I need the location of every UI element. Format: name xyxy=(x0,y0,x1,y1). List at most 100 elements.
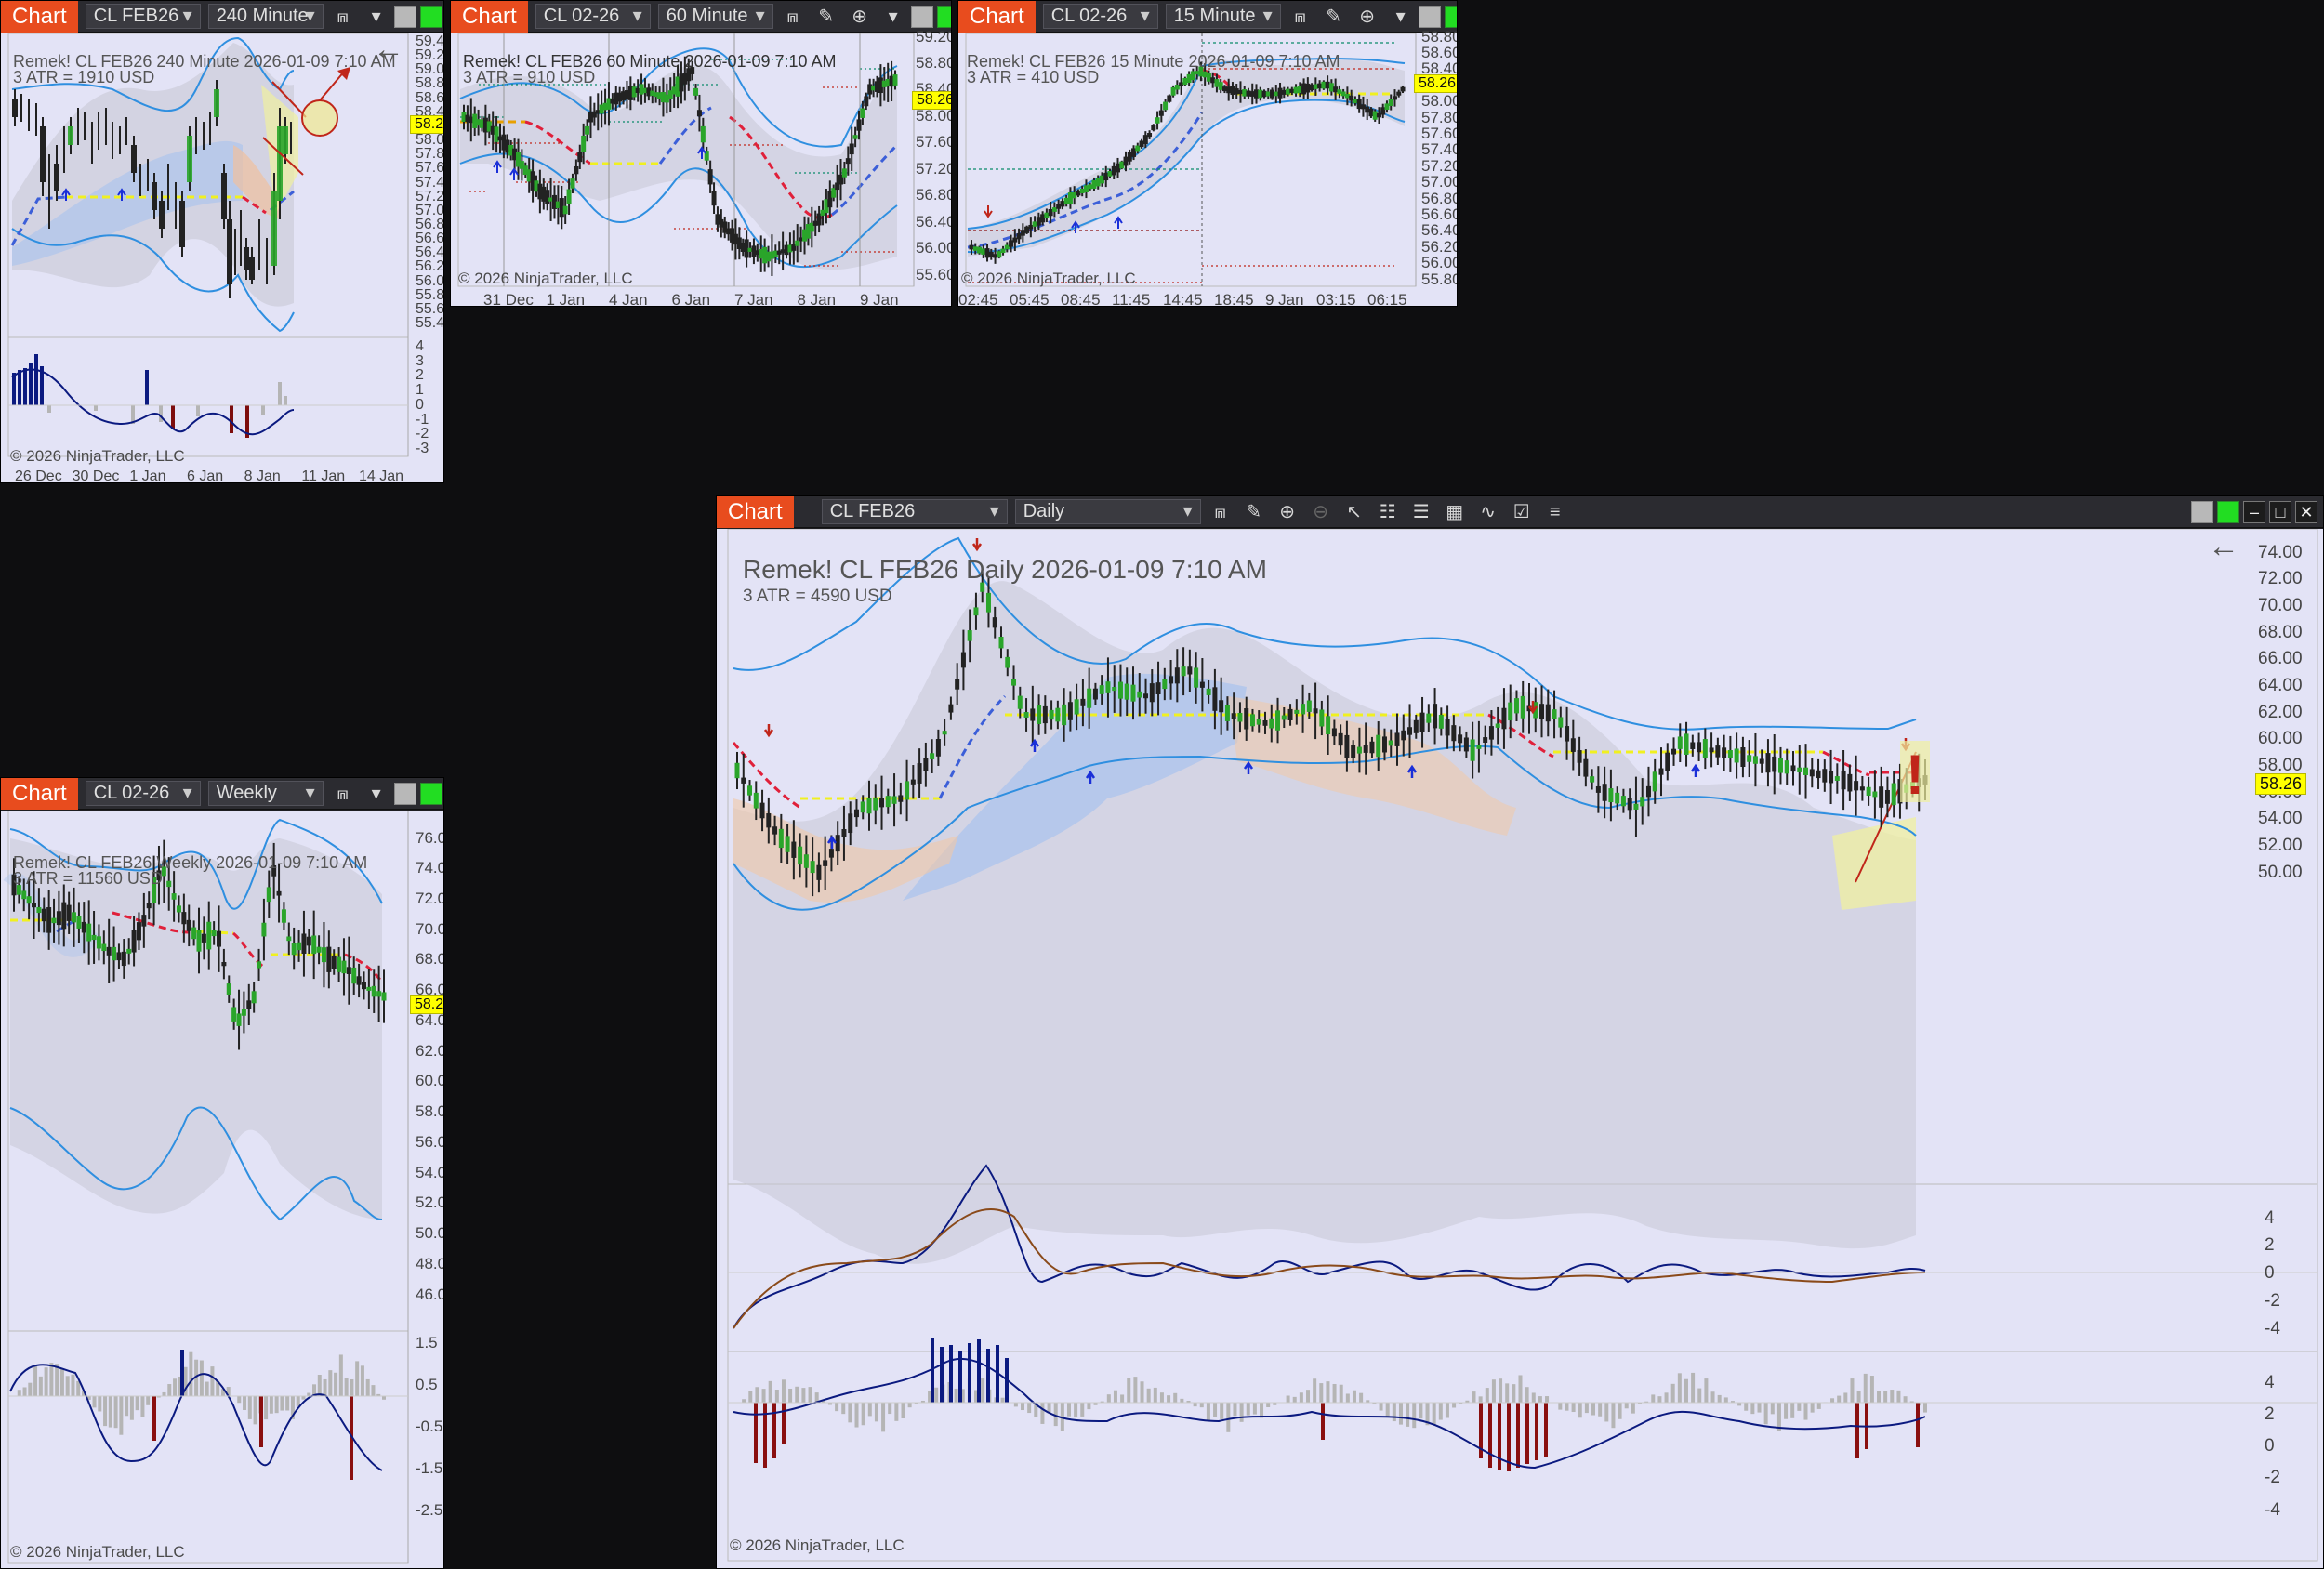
instrument-selector[interactable]: CL 02-26 xyxy=(1042,4,1158,29)
histogram-bar xyxy=(1385,1403,1390,1417)
candle-body xyxy=(1488,726,1494,740)
strategies-icon[interactable]: ▦ xyxy=(1446,501,1464,522)
candle-body xyxy=(326,946,332,972)
chart-menu-button[interactable]: Chart xyxy=(1,1,78,33)
axis-tick-label: 70.00 xyxy=(416,919,443,938)
histogram-bar xyxy=(253,1396,257,1425)
bars-type-icon[interactable]: ⩎ xyxy=(337,783,349,804)
list-icon[interactable]: ≡ xyxy=(1549,501,1561,522)
chart-menu-button[interactable]: Chart xyxy=(451,1,528,33)
minimize-button[interactable]: – xyxy=(2243,500,2265,523)
period-selector[interactable]: 60 Minute xyxy=(657,4,773,29)
pointer-icon[interactable]: ↖ xyxy=(1346,501,1363,522)
chevron-down-icon[interactable]: ▾ xyxy=(1395,6,1406,27)
chart-area[interactable]: Remek! CL FEB26 240 Minute 2026-01-09 7:… xyxy=(1,33,443,482)
candle-body xyxy=(1372,111,1378,120)
period-selector[interactable]: Daily xyxy=(1014,499,1201,524)
axis-date-label: 26 Dec xyxy=(15,468,62,483)
axis-tick-label: 56.80 xyxy=(916,186,952,204)
link-button[interactable] xyxy=(2191,500,2213,523)
candle-body xyxy=(1149,683,1155,703)
candle-body xyxy=(1401,730,1406,741)
indicators-icon[interactable]: ∿ xyxy=(1480,501,1497,522)
link-button[interactable] xyxy=(393,5,416,28)
link-button[interactable] xyxy=(393,782,416,805)
bars-type-icon[interactable]: ⩎ xyxy=(337,6,349,27)
period-selector[interactable]: 240 Minute xyxy=(207,4,324,29)
data-box-icon[interactable]: ☷ xyxy=(1379,501,1396,522)
back-arrow-icon[interactable]: ← xyxy=(2208,529,2239,564)
axis-tick-label: 58.00 xyxy=(2258,755,2303,775)
candle-body xyxy=(1042,705,1048,724)
candle-body xyxy=(519,161,524,169)
candle-body xyxy=(1095,178,1101,187)
instrument-selector[interactable]: CL 02-26 xyxy=(535,4,651,29)
candle-body xyxy=(856,119,862,131)
back-arrow-icon[interactable]: ← xyxy=(373,32,404,67)
close-button[interactable]: ✕ xyxy=(2295,500,2317,523)
chart-canvas: ! xyxy=(727,529,2318,1562)
link-button[interactable] xyxy=(910,5,933,28)
axis-tick-label: 57.40 xyxy=(1421,140,1458,159)
tab-color-button[interactable] xyxy=(936,5,951,28)
chevron-down-icon[interactable]: ▾ xyxy=(888,6,898,27)
tab-color-button[interactable] xyxy=(2217,500,2239,523)
chart-area[interactable]: Remek! CL FEB26 15 Minute 2026-01-09 7:1… xyxy=(958,28,1458,306)
chart-area[interactable]: ! Remek! CL FEB26 Daily 2026-01-09 7:10 … xyxy=(717,529,2323,1568)
histogram-bar xyxy=(782,1403,786,1444)
instrument-selector[interactable]: CL 02-26 xyxy=(85,781,201,806)
candle-body xyxy=(1182,77,1188,86)
candle-body xyxy=(973,607,979,616)
candle-body xyxy=(621,91,627,101)
atr-label: 3 ATR = 4590 USD xyxy=(743,587,892,606)
candle-body xyxy=(1727,750,1733,758)
instrument-selector[interactable]: CL FEB26 xyxy=(85,4,201,29)
candle-body xyxy=(1294,709,1300,714)
candle-body xyxy=(221,962,227,967)
candle-body xyxy=(1004,244,1010,250)
chart-menu-button[interactable]: Chart xyxy=(1,778,78,810)
zoom-in-icon[interactable]: ⊕ xyxy=(1279,501,1296,522)
candle-body xyxy=(1221,86,1227,92)
maximize-button[interactable]: □ xyxy=(2269,500,2291,523)
candle-body xyxy=(948,704,954,713)
candle-body xyxy=(472,113,478,128)
candle-body xyxy=(1135,145,1141,152)
pencil-icon[interactable]: ✎ xyxy=(1246,501,1262,522)
zoom-icon[interactable]: ⊕ xyxy=(1359,6,1376,27)
histogram-bar xyxy=(17,1390,21,1396)
chart-menu-button[interactable]: Chart xyxy=(717,496,794,528)
zoom-out-icon[interactable]: ⊖ xyxy=(1313,501,1329,522)
properties-icon[interactable]: ☑ xyxy=(1512,501,1530,522)
candle-body xyxy=(642,87,648,94)
tab-color-button[interactable] xyxy=(1444,5,1457,28)
histogram-bar xyxy=(1260,1403,1264,1418)
histogram-bar xyxy=(1193,1403,1197,1407)
pencil-icon[interactable]: ✎ xyxy=(1326,6,1342,27)
candle-body xyxy=(734,762,740,779)
tab-color-button[interactable] xyxy=(419,782,442,805)
bars-type-icon[interactable]: ⩎ xyxy=(1295,6,1306,27)
candle-body xyxy=(1079,189,1085,193)
link-button[interactable] xyxy=(1418,5,1441,28)
histogram-bar xyxy=(1723,1397,1728,1403)
chart-area[interactable]: Remek! CL FEB26 60 Minute 2026-01-09 7:1… xyxy=(451,28,952,306)
bars-type-icon[interactable]: ⩎ xyxy=(787,6,799,27)
templates-icon[interactable]: ☰ xyxy=(1412,501,1430,522)
zoom-icon[interactable]: ⊕ xyxy=(852,6,868,27)
histogram-bar xyxy=(1286,1395,1290,1403)
chevron-down-icon[interactable]: ▾ xyxy=(371,6,381,27)
period-selector[interactable]: 15 Minute xyxy=(1165,4,1281,29)
candle-body xyxy=(841,168,847,178)
chart-area[interactable]: Remek! CL FEB26 Weekly 2026-01-09 7:10 A… xyxy=(1,811,443,1568)
chart-window-15min: Chart CL 02-26 15 Minute ⩎ ✎ ⊕ ▾ – □ ✕ xyxy=(957,0,1458,307)
tab-color-button[interactable] xyxy=(419,5,442,28)
instrument-selector[interactable]: CL FEB26 xyxy=(821,499,1008,524)
chevron-down-icon[interactable]: ▾ xyxy=(371,783,381,804)
period-selector[interactable]: Weekly xyxy=(207,781,324,806)
pencil-icon[interactable]: ✎ xyxy=(818,6,835,27)
chart-menu-button[interactable]: Chart xyxy=(958,1,1036,33)
up-arrow-icon xyxy=(1029,738,1040,752)
candle-body xyxy=(664,94,669,103)
bars-type-icon[interactable]: ⩎ xyxy=(1215,501,1226,522)
